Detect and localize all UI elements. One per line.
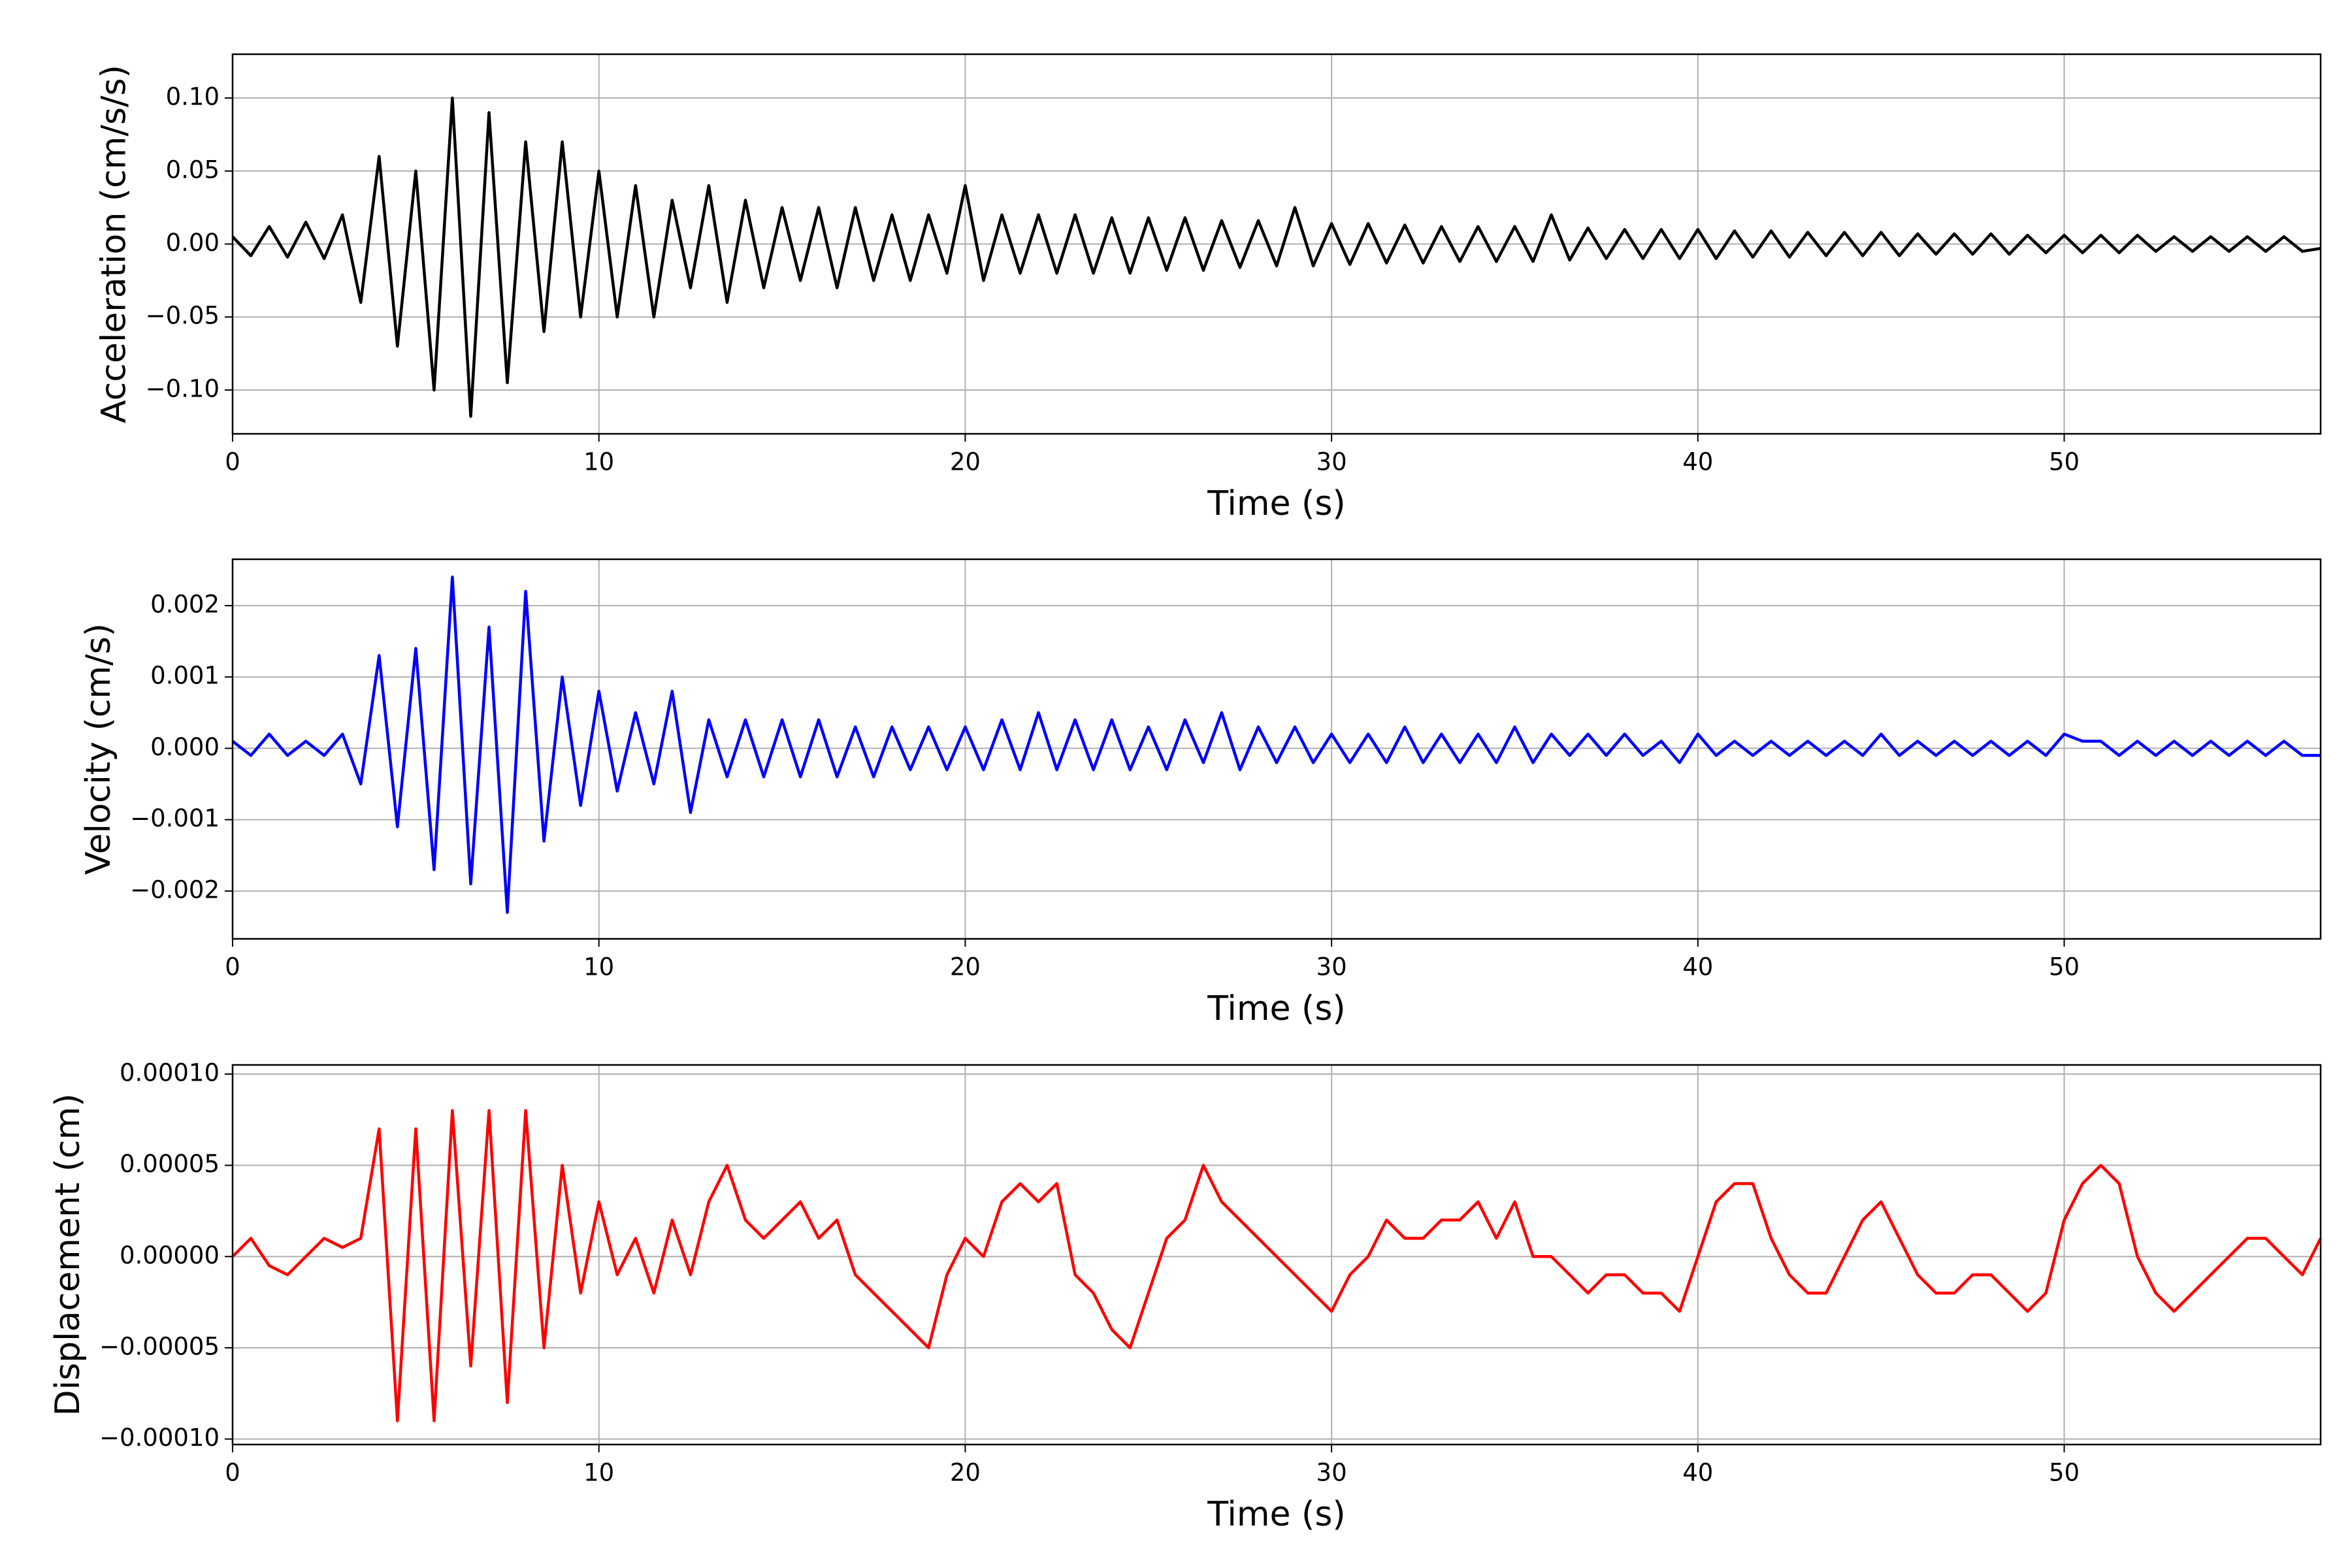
- y-axis-label: Displacement (cm): [48, 1094, 88, 1416]
- y-tick-label: 0.00005: [120, 1150, 220, 1178]
- x-tick-label: 20: [950, 448, 981, 476]
- x-tick-label: 40: [1682, 953, 1713, 981]
- data-line: [231, 96, 2321, 418]
- x-axis-label: Time (s): [1207, 1495, 1345, 1534]
- y-tick-label: 0.05: [166, 155, 220, 184]
- x-tick-label: 40: [1682, 1459, 1713, 1487]
- data-line: [231, 1109, 2323, 1422]
- x-tick-label: 50: [2049, 448, 2080, 476]
- x-tick-label: 20: [950, 953, 981, 981]
- x-tick-label: 50: [2049, 1459, 2080, 1487]
- y-tick-label: −0.05: [146, 302, 220, 330]
- y-tick-label: 0.00010: [120, 1058, 220, 1086]
- x-tick-label: 40: [1682, 448, 1713, 476]
- y-tick-label: 0.002: [150, 590, 220, 618]
- y-tick-label: 0.00: [166, 229, 220, 257]
- x-tick-label: 10: [583, 953, 614, 981]
- axes-frame: [231, 53, 2322, 435]
- y-tick-label: 0.10: [166, 83, 220, 111]
- x-tick-label: 20: [950, 1459, 981, 1487]
- y-tick-label: −0.10: [146, 374, 220, 402]
- axes-frame: [231, 558, 2322, 940]
- x-tick-label: 10: [583, 448, 614, 476]
- y-tick-label: 0.000: [150, 733, 220, 761]
- y-axis-label: Velocity (cm/s): [79, 623, 118, 875]
- y-tick-label: 0.00000: [120, 1241, 220, 1269]
- x-tick-label: 50: [2049, 953, 2080, 981]
- y-axis-label: Acceleration (cm/s/s): [95, 65, 134, 423]
- x-tick-label: 30: [1316, 953, 1347, 981]
- x-tick-label: 0: [225, 448, 240, 476]
- y-tick-label: −0.00010: [99, 1424, 220, 1452]
- x-tick-label: 0: [225, 953, 240, 981]
- x-tick-label: 30: [1316, 1459, 1347, 1487]
- x-tick-label: 30: [1316, 448, 1347, 476]
- x-tick-label: 0: [225, 1459, 240, 1487]
- axes-frame: [231, 1064, 2322, 1446]
- x-axis-label: Time (s): [1207, 484, 1345, 523]
- y-tick-label: 0.001: [150, 662, 220, 690]
- y-tick-label: −0.002: [130, 875, 220, 904]
- x-tick-label: 10: [583, 1459, 614, 1487]
- y-tick-label: −0.00005: [99, 1332, 220, 1360]
- data-line: [231, 576, 2321, 914]
- y-tick-label: −0.001: [130, 804, 220, 832]
- x-axis-label: Time (s): [1207, 989, 1345, 1028]
